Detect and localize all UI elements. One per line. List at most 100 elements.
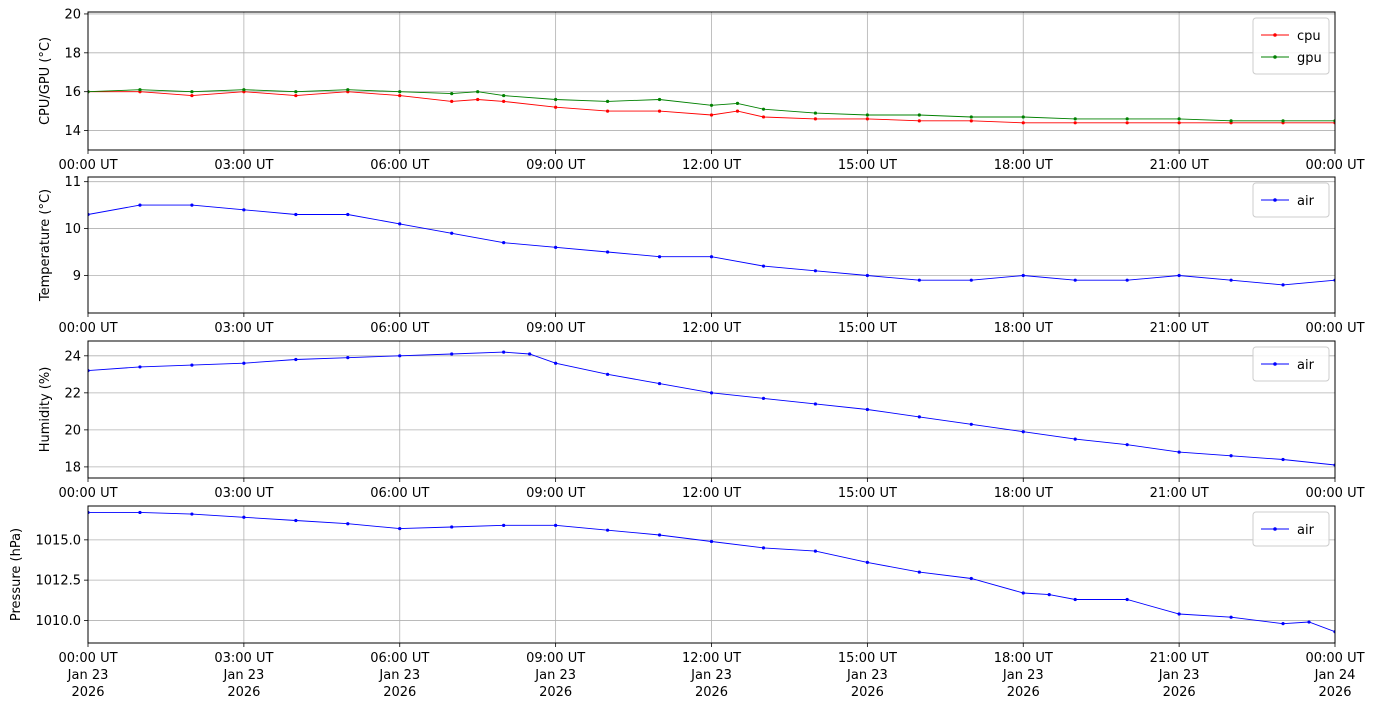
- x-tick-label: 18:00 UT: [994, 158, 1053, 173]
- data-point-cpu: [1073, 121, 1077, 125]
- data-point-air: [813, 402, 818, 406]
- x-tick-label-line: 2026: [851, 685, 884, 700]
- y-axis-label: Humidity (%): [38, 367, 53, 453]
- data-point-air: [1125, 443, 1129, 447]
- data-point-air: [657, 381, 662, 386]
- y-tick-label: 1015.0: [36, 533, 82, 548]
- data-point-gpu: [1177, 117, 1181, 121]
- data-point-air: [1177, 612, 1181, 616]
- x-tick-label-line: 2026: [71, 685, 104, 700]
- legend-marker-cpu: [1273, 33, 1277, 37]
- x-tick-label-line: 15:00 UT: [838, 321, 897, 336]
- x-tick-label: 00:00 UT: [1305, 486, 1364, 501]
- data-point-air: [450, 231, 454, 235]
- data-point-air: [605, 372, 610, 376]
- x-tick-label-line: Jan 23: [67, 668, 109, 683]
- data-point-air: [242, 515, 246, 519]
- x-tick-label: 15:00 UT: [838, 321, 897, 336]
- legend: air: [1252, 182, 1330, 218]
- x-tick-label-line: 18:00 UT: [994, 321, 1053, 336]
- data-point-air: [190, 203, 194, 207]
- data-point-air: [1229, 278, 1233, 282]
- y-tick-label: 20: [64, 7, 81, 22]
- x-tick-label: 06:00 UT: [370, 321, 429, 336]
- data-point-gpu: [294, 90, 298, 94]
- data-point-air: [969, 422, 973, 426]
- x-tick-label: 15:00 UT: [838, 158, 897, 173]
- data-point-air: [554, 523, 558, 527]
- data-point-air: [1281, 283, 1285, 287]
- x-tick-label-line: 03:00 UT: [214, 158, 273, 173]
- x-tick-label: 00:00 UT: [58, 321, 117, 336]
- x-tick-label: 15:00 UT: [838, 486, 897, 501]
- x-tick-label-line: 09:00 UT: [526, 158, 585, 173]
- data-point-air: [554, 361, 558, 365]
- data-point-cpu: [398, 93, 402, 98]
- data-point-air: [1021, 591, 1025, 595]
- data-point-gpu: [605, 99, 610, 104]
- data-point-gpu: [450, 92, 454, 96]
- x-tick-label-line: 15:00 UT: [838, 651, 897, 666]
- x-tick-label-line: 18:00 UT: [994, 486, 1053, 501]
- legend-marker-air: [1273, 527, 1277, 531]
- x-tick-label-line: 2026: [383, 685, 416, 700]
- data-point-air: [242, 208, 246, 212]
- data-point-air: [1073, 278, 1077, 282]
- x-tick-label: 15:00 UT Jan 23 2026: [838, 651, 897, 700]
- series-group: [88, 88, 1335, 125]
- series-group: [88, 203, 1335, 287]
- data-point-gpu: [1229, 119, 1233, 123]
- data-point-gpu: [1281, 119, 1285, 123]
- data-point-air: [528, 352, 532, 356]
- x-tick-label: 09:00 UT: [526, 321, 585, 336]
- x-tick-label: 18:00 UT: [994, 321, 1053, 336]
- axes-frame: [87, 340, 1336, 479]
- x-tick-label: 09:00 UT: [526, 486, 585, 501]
- x-tick-label-line: 03:00 UT: [214, 321, 273, 336]
- x-tick-label-line: 00:00 UT: [58, 321, 117, 336]
- x-tick-label: 18:00 UT Jan 23 2026: [994, 651, 1053, 700]
- x-tick-label-line: Jan 23: [846, 668, 888, 683]
- data-point-gpu: [242, 88, 246, 92]
- y-tick-label: 18: [64, 460, 81, 475]
- x-tick-label-line: 06:00 UT: [370, 158, 429, 173]
- data-point-air: [1177, 450, 1181, 454]
- legend-label-air: air: [1297, 523, 1315, 538]
- x-tick-label: 12:00 UT: [682, 486, 741, 501]
- x-tick-label-line: Jan 23: [534, 668, 576, 683]
- x-tick-label-line: 21:00 UT: [1150, 321, 1209, 336]
- data-point-air: [138, 510, 142, 515]
- data-point-air: [865, 273, 869, 278]
- data-point-air: [709, 391, 714, 395]
- x-tick-label-line: 2026: [539, 685, 572, 700]
- data-point-gpu: [1021, 115, 1025, 119]
- y-tick-label: 18: [64, 46, 81, 61]
- data-point-air: [1047, 593, 1051, 597]
- x-tick-label: 03:00 UT: [214, 158, 273, 173]
- x-tick-label: 06:00 UT Jan 23 2026: [370, 651, 429, 700]
- data-point-cpu: [761, 115, 766, 119]
- y-axis-label: CPU/GPU (°C): [38, 37, 53, 125]
- x-tick-label: 00:00 UT: [1305, 321, 1364, 336]
- x-tick-label-line: 06:00 UT: [370, 651, 429, 666]
- data-point-gpu: [476, 90, 480, 94]
- legend-marker-gpu: [1273, 55, 1277, 59]
- x-tick-label: 03:00 UT Jan 23 2026: [214, 651, 273, 700]
- x-tick-label-line: 00:00 UT: [1305, 158, 1364, 173]
- legend-box: [1252, 346, 1330, 382]
- y-tick-label: 22: [64, 386, 81, 401]
- data-point-cpu: [969, 119, 973, 123]
- data-point-air: [865, 560, 869, 565]
- data-point-air: [813, 269, 818, 273]
- x-tick-label: 21:00 UT: [1150, 486, 1209, 501]
- data-point-air: [554, 245, 558, 249]
- x-tick-label-line: 00:00 UT: [1305, 486, 1364, 501]
- x-tick-label-line: 12:00 UT: [682, 486, 741, 501]
- data-point-air: [1125, 278, 1129, 282]
- data-point-gpu: [346, 88, 350, 92]
- y-axis-label: Temperature (°C): [38, 189, 53, 302]
- data-point-gpu: [138, 88, 142, 92]
- axes-frame: [87, 176, 1336, 314]
- x-tick-label: 00:00 UT Jan 23 2026: [58, 651, 117, 700]
- x-tick-label-line: 03:00 UT: [214, 651, 273, 666]
